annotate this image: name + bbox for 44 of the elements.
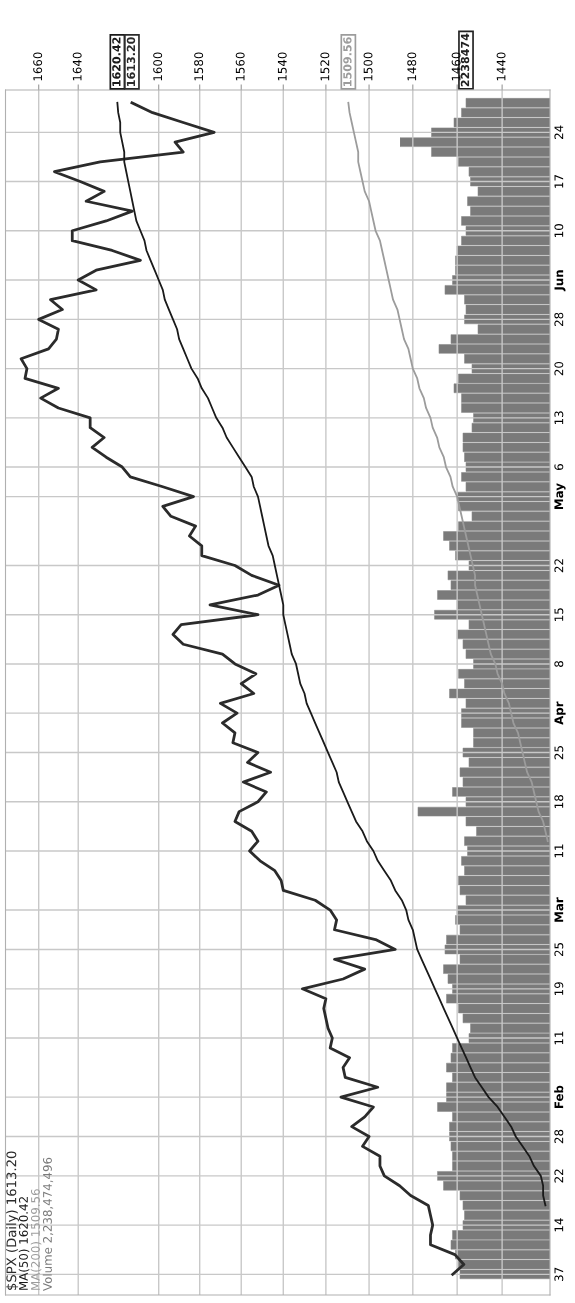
x-tick-label: 1500: [363, 52, 373, 81]
x-tick-label: 1660: [33, 52, 43, 81]
x-tick-label: 1600: [153, 52, 163, 81]
data-label: 1613.20: [126, 37, 136, 86]
x-tick-label: 1580: [194, 52, 204, 81]
text: MA(200) 1509.56: [30, 1189, 42, 1290]
y-tick-label: Mar: [554, 897, 564, 922]
y-tick-label: 37: [554, 1267, 564, 1281]
y-tick-label: 13: [554, 411, 564, 425]
x-tick-label: 1520: [320, 52, 330, 81]
y-tick-label: 11: [554, 844, 564, 858]
text: MA(50) 1620.42: [18, 1197, 30, 1290]
y-tick-label: 28: [554, 1129, 564, 1144]
y-tick-label: 15: [554, 608, 564, 621]
y-tick-label: Jun: [554, 270, 566, 292]
x-tick-label: 1540: [277, 52, 287, 81]
x-tick-label: 1560: [235, 52, 245, 81]
x-tick-label: 1640: [72, 52, 82, 81]
y-tick-label: May: [554, 483, 566, 510]
y-tick-label: 24: [554, 125, 564, 139]
x-tick-label: 1440: [496, 52, 506, 81]
y-tick-label: 22: [554, 559, 564, 573]
y-tick-label: 17: [554, 175, 564, 188]
y-tick-label: Feb: [554, 1085, 564, 1109]
y-tick-label: 25: [554, 942, 564, 957]
y-tick-label: 22: [554, 1169, 564, 1183]
text: 2238474: [460, 33, 470, 87]
text: Volume 2,238,474,496: [42, 1157, 54, 1291]
y-tick-label: 20: [554, 361, 564, 376]
y-tick-label: 10: [554, 224, 564, 237]
y-tick-label: 28: [554, 312, 564, 327]
data-label: 1509.56: [343, 37, 352, 86]
y-tick-label: 8: [554, 661, 564, 667]
y-tick-label: Apr: [554, 701, 566, 725]
y-tick-label: 18: [554, 795, 564, 808]
x-tick-label: 1480: [407, 52, 417, 81]
data-label: 1620.42: [112, 37, 121, 86]
text: $SPX (Daily) 1613.20: [6, 1151, 19, 1290]
y-tick-label: 6: [554, 464, 564, 470]
y-tick-label: 11: [554, 1031, 564, 1045]
x-tick-label: 1460: [451, 52, 461, 81]
y-tick-label: 25: [554, 746, 564, 760]
y-tick-label: 19: [554, 982, 564, 996]
y-tick-label: 14: [554, 1218, 564, 1232]
